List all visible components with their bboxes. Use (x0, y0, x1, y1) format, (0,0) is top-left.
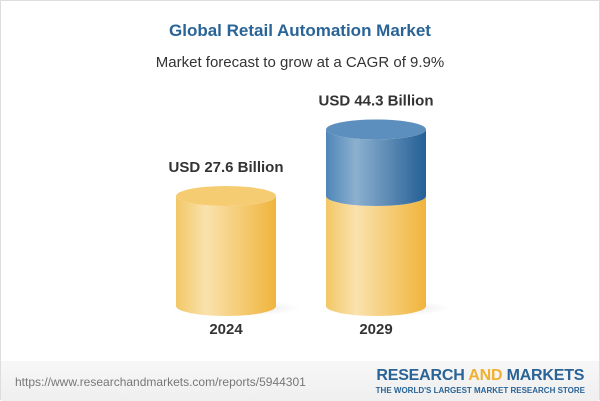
footer: https://www.researchandmarkets.com/repor… (1, 361, 599, 401)
logo-word-and: AND (468, 367, 503, 384)
cylinder-chart: USD 27.6 Billion 2024 USD 44.3 Billion 2029 (168, 92, 451, 338)
category-label: 2024 (209, 321, 243, 338)
data-label: USD 27.6 Billion (168, 159, 283, 176)
chart-title: Global Retail Automation Market (169, 21, 431, 40)
logo-tagline: THE WORLD'S LARGEST MARKET RESEARCH STOR… (375, 386, 585, 395)
report-url[interactable]: https://www.researchandmarkets.com/repor… (15, 375, 306, 389)
cylinder-growth-2029-body (326, 129, 426, 206)
cylinder-base-2024-body (176, 196, 276, 316)
logo-word-research: RESEARCH (376, 367, 465, 384)
cylinder-base-2029-body (326, 196, 426, 316)
research-and-markets-logo: RESEARCH AND MARKETS THE WORLD'S LARGEST… (376, 367, 585, 395)
category-label: 2029 (359, 321, 392, 338)
chart-subtitle: Market forecast to grow at a CAGR of 9.9… (155, 54, 445, 71)
data-label: USD 44.3 Billion (318, 92, 433, 109)
cylinder-base-2024-top (176, 186, 276, 206)
cylinder-growth-2029-top (326, 119, 426, 140)
logo-word-markets: MARKETS (506, 367, 585, 384)
